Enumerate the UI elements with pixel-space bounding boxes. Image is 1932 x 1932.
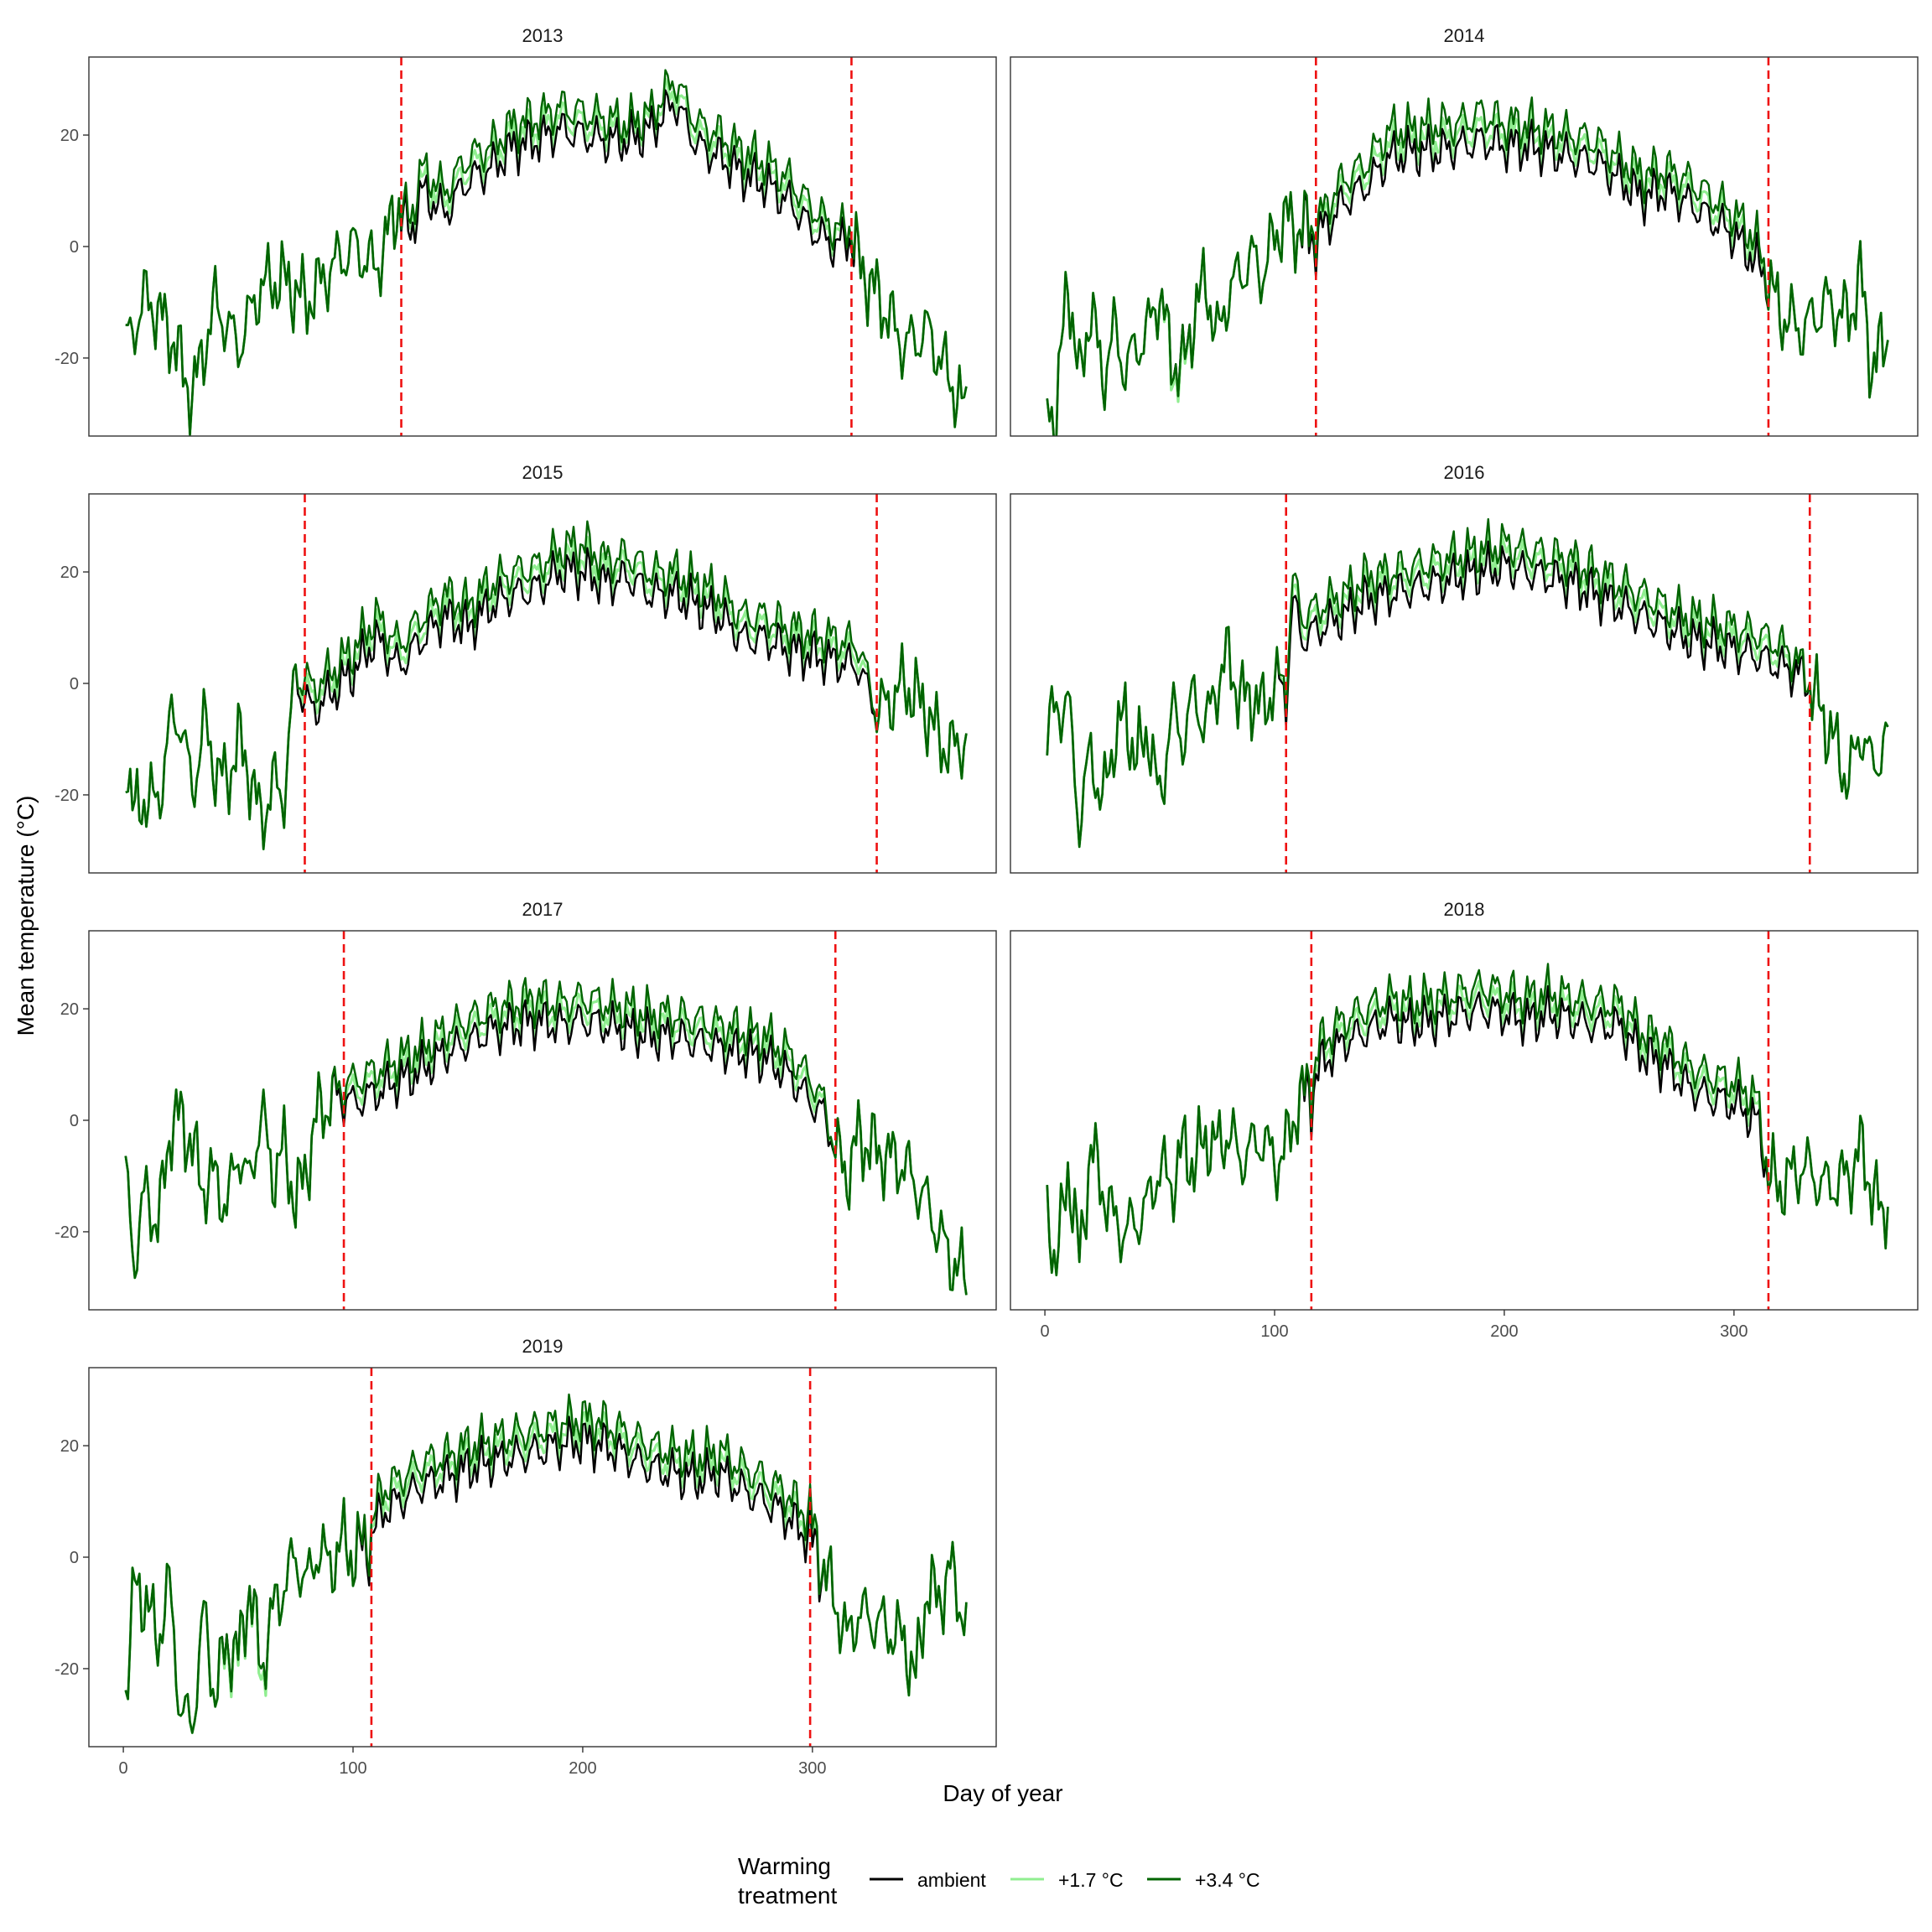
panel-2016: 2016 — [1010, 462, 1919, 874]
panel-2017: 2017 -20 0 20 — [55, 899, 997, 1311]
legend-label-ambient: ambient — [917, 1869, 986, 1891]
chart-panels: 2013-2002020142015-2002020162017-2002020… — [55, 25, 1919, 1778]
panel-title-2019: 2019 — [522, 1336, 564, 1357]
y-tick-label-20: 20 — [60, 127, 79, 145]
series-line-3-4-c-2016 — [1046, 517, 1889, 849]
legend-label-plus-1-7: +1.7 °C — [1058, 1869, 1124, 1891]
y-tick-label-0: 0 — [70, 675, 79, 693]
panel-2014: 2014 — [1010, 25, 1919, 437]
panel-plot-area — [125, 494, 968, 873]
y-tick-label--20: -20 — [55, 1660, 79, 1679]
x-tick-label-200: 200 — [1490, 1322, 1518, 1341]
x-tick-label-0: 0 — [1041, 1322, 1050, 1341]
series-line-3-4-c-2015 — [125, 520, 968, 850]
series-line-3-4-c-2017 — [124, 977, 968, 1296]
series-line-ambient-2019 — [124, 1415, 968, 1734]
panel-title-2013: 2013 — [522, 25, 564, 46]
panel-title-2018: 2018 — [1444, 899, 1485, 920]
panel-2013: 2013 -20 0 20 — [55, 25, 997, 437]
x-tick-label-200: 200 — [569, 1759, 596, 1778]
x-tick-label-0: 0 — [119, 1759, 128, 1778]
panel-title-2014: 2014 — [1444, 25, 1485, 46]
series-line-3-4-c-2013 — [125, 69, 968, 436]
y-tick-label--20: -20 — [55, 1223, 79, 1242]
panel-title-2015: 2015 — [522, 462, 564, 483]
panel-2018: 2018 0 100 200 300 — [1010, 899, 1919, 1341]
y-tick-label--20: -20 — [55, 350, 79, 368]
panel-frame-2016 — [1010, 493, 1919, 874]
y-tick-label-20: 20 — [60, 1000, 79, 1019]
panel-frame-2019 — [88, 1367, 997, 1748]
series-line-3-4-c-2014 — [1046, 96, 1889, 436]
panel-plot-area — [124, 931, 968, 1310]
y-tick-label-0: 0 — [70, 238, 79, 257]
panel-plot-area — [1046, 494, 1889, 873]
series-line-3-4-c-2018 — [1046, 963, 1889, 1276]
panel-plot-area — [124, 1368, 968, 1747]
x-tick-label-300: 300 — [1720, 1322, 1748, 1341]
y-axis-label: Mean temperature (°C) — [13, 796, 39, 1036]
y-tick-label-0: 0 — [70, 1549, 79, 1567]
panel-frame-2015 — [88, 493, 997, 874]
panel-plot-area — [1046, 57, 1889, 436]
x-tick-label-100: 100 — [1260, 1322, 1288, 1341]
panel-frame-2018 — [1010, 930, 1919, 1311]
legend-label-plus-3-4: +3.4 °C — [1195, 1869, 1260, 1891]
x-tick-label-100: 100 — [339, 1759, 366, 1778]
x-axis-label: Day of year — [943, 1780, 1062, 1806]
panel-2015: 2015 -20 0 20 — [55, 462, 997, 874]
y-tick-label--20: -20 — [55, 787, 79, 805]
panel-frame-2014 — [1010, 56, 1919, 437]
legend: Warming treatment ambient +1.7 °C +3.4 °… — [738, 1853, 1260, 1909]
panel-title-2016: 2016 — [1444, 462, 1485, 483]
y-tick-label-20: 20 — [60, 1437, 79, 1456]
y-tick-label-0: 0 — [70, 1112, 79, 1130]
panel-title-2017: 2017 — [522, 899, 564, 920]
legend-title-line-1: Warming — [738, 1853, 831, 1879]
y-tick-label-20: 20 — [60, 564, 79, 582]
legend-title-line-2: treatment — [738, 1883, 837, 1909]
series-line-ambient-2013 — [125, 89, 968, 436]
x-tick-label-300: 300 — [798, 1759, 826, 1778]
series-line-3-4-c-2019 — [124, 1393, 968, 1734]
series-line-ambient-2014 — [1046, 118, 1889, 436]
panel-plot-area — [125, 57, 968, 436]
panel-plot-area — [1046, 931, 1889, 1310]
